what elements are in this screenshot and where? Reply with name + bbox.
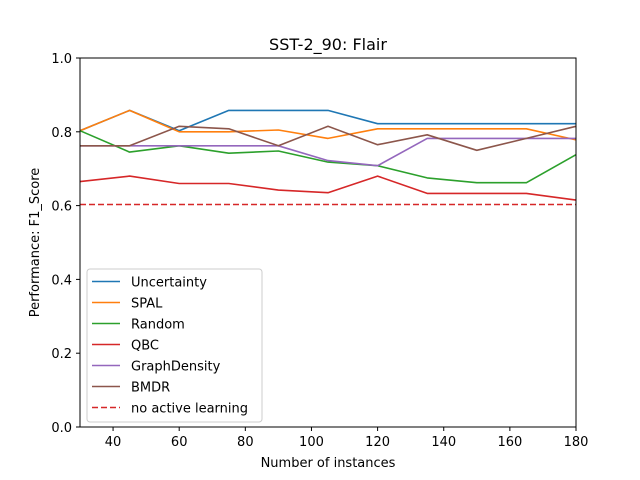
legend-label: BMDR xyxy=(131,381,170,396)
x-tick-label: 160 xyxy=(497,435,522,450)
series-lines xyxy=(79,109,577,206)
series-line-random xyxy=(79,129,577,184)
y-axis-label: Performance: F1_Score xyxy=(28,168,43,318)
x-tick-label: 120 xyxy=(365,435,390,450)
y-axis-ticks: 0.0 0.2 0.4 0.6 0.8 1.0 xyxy=(51,52,80,436)
y-tick-label: 0.8 xyxy=(51,126,72,141)
y-tick-label: 0.2 xyxy=(51,347,72,362)
x-axis-ticks: 40 60 80 100 120 140 160 180 xyxy=(105,427,589,450)
series-line-bmdr xyxy=(80,125,577,152)
legend: Uncertainty SPAL Random QBC GraphDensity BMDR… xyxy=(86,268,263,423)
series-line-spal xyxy=(79,109,577,141)
legend-box xyxy=(86,268,263,423)
legend-label: Uncertainty xyxy=(131,276,207,291)
y-tick-label: 0.0 xyxy=(51,421,72,436)
y-tick-label: 0.6 xyxy=(51,200,72,215)
y-tick-label: 1.0 xyxy=(51,52,72,67)
series-line-graphdensity xyxy=(80,137,576,167)
x-tick-label: 140 xyxy=(431,435,456,450)
legend-label: QBC xyxy=(131,339,159,354)
plot-frame xyxy=(79,57,577,428)
x-tick-label: 80 xyxy=(237,435,254,450)
chart-title: SST-2_90: Flair xyxy=(269,35,387,55)
series-line-qbc xyxy=(79,175,577,201)
x-tick-label: 180 xyxy=(564,435,589,450)
x-tick-label: 60 xyxy=(171,435,188,450)
x-tick-label: 100 xyxy=(299,435,324,450)
legend-label: GraphDensity xyxy=(131,360,221,375)
y-tick-label: 0.4 xyxy=(51,273,72,288)
x-axis-label: Number of instances xyxy=(261,456,396,471)
x-tick-label: 40 xyxy=(105,435,122,450)
legend-label: Random xyxy=(131,318,185,333)
legend-label: no active learning xyxy=(131,402,248,417)
legend-label: SPAL xyxy=(131,297,163,312)
